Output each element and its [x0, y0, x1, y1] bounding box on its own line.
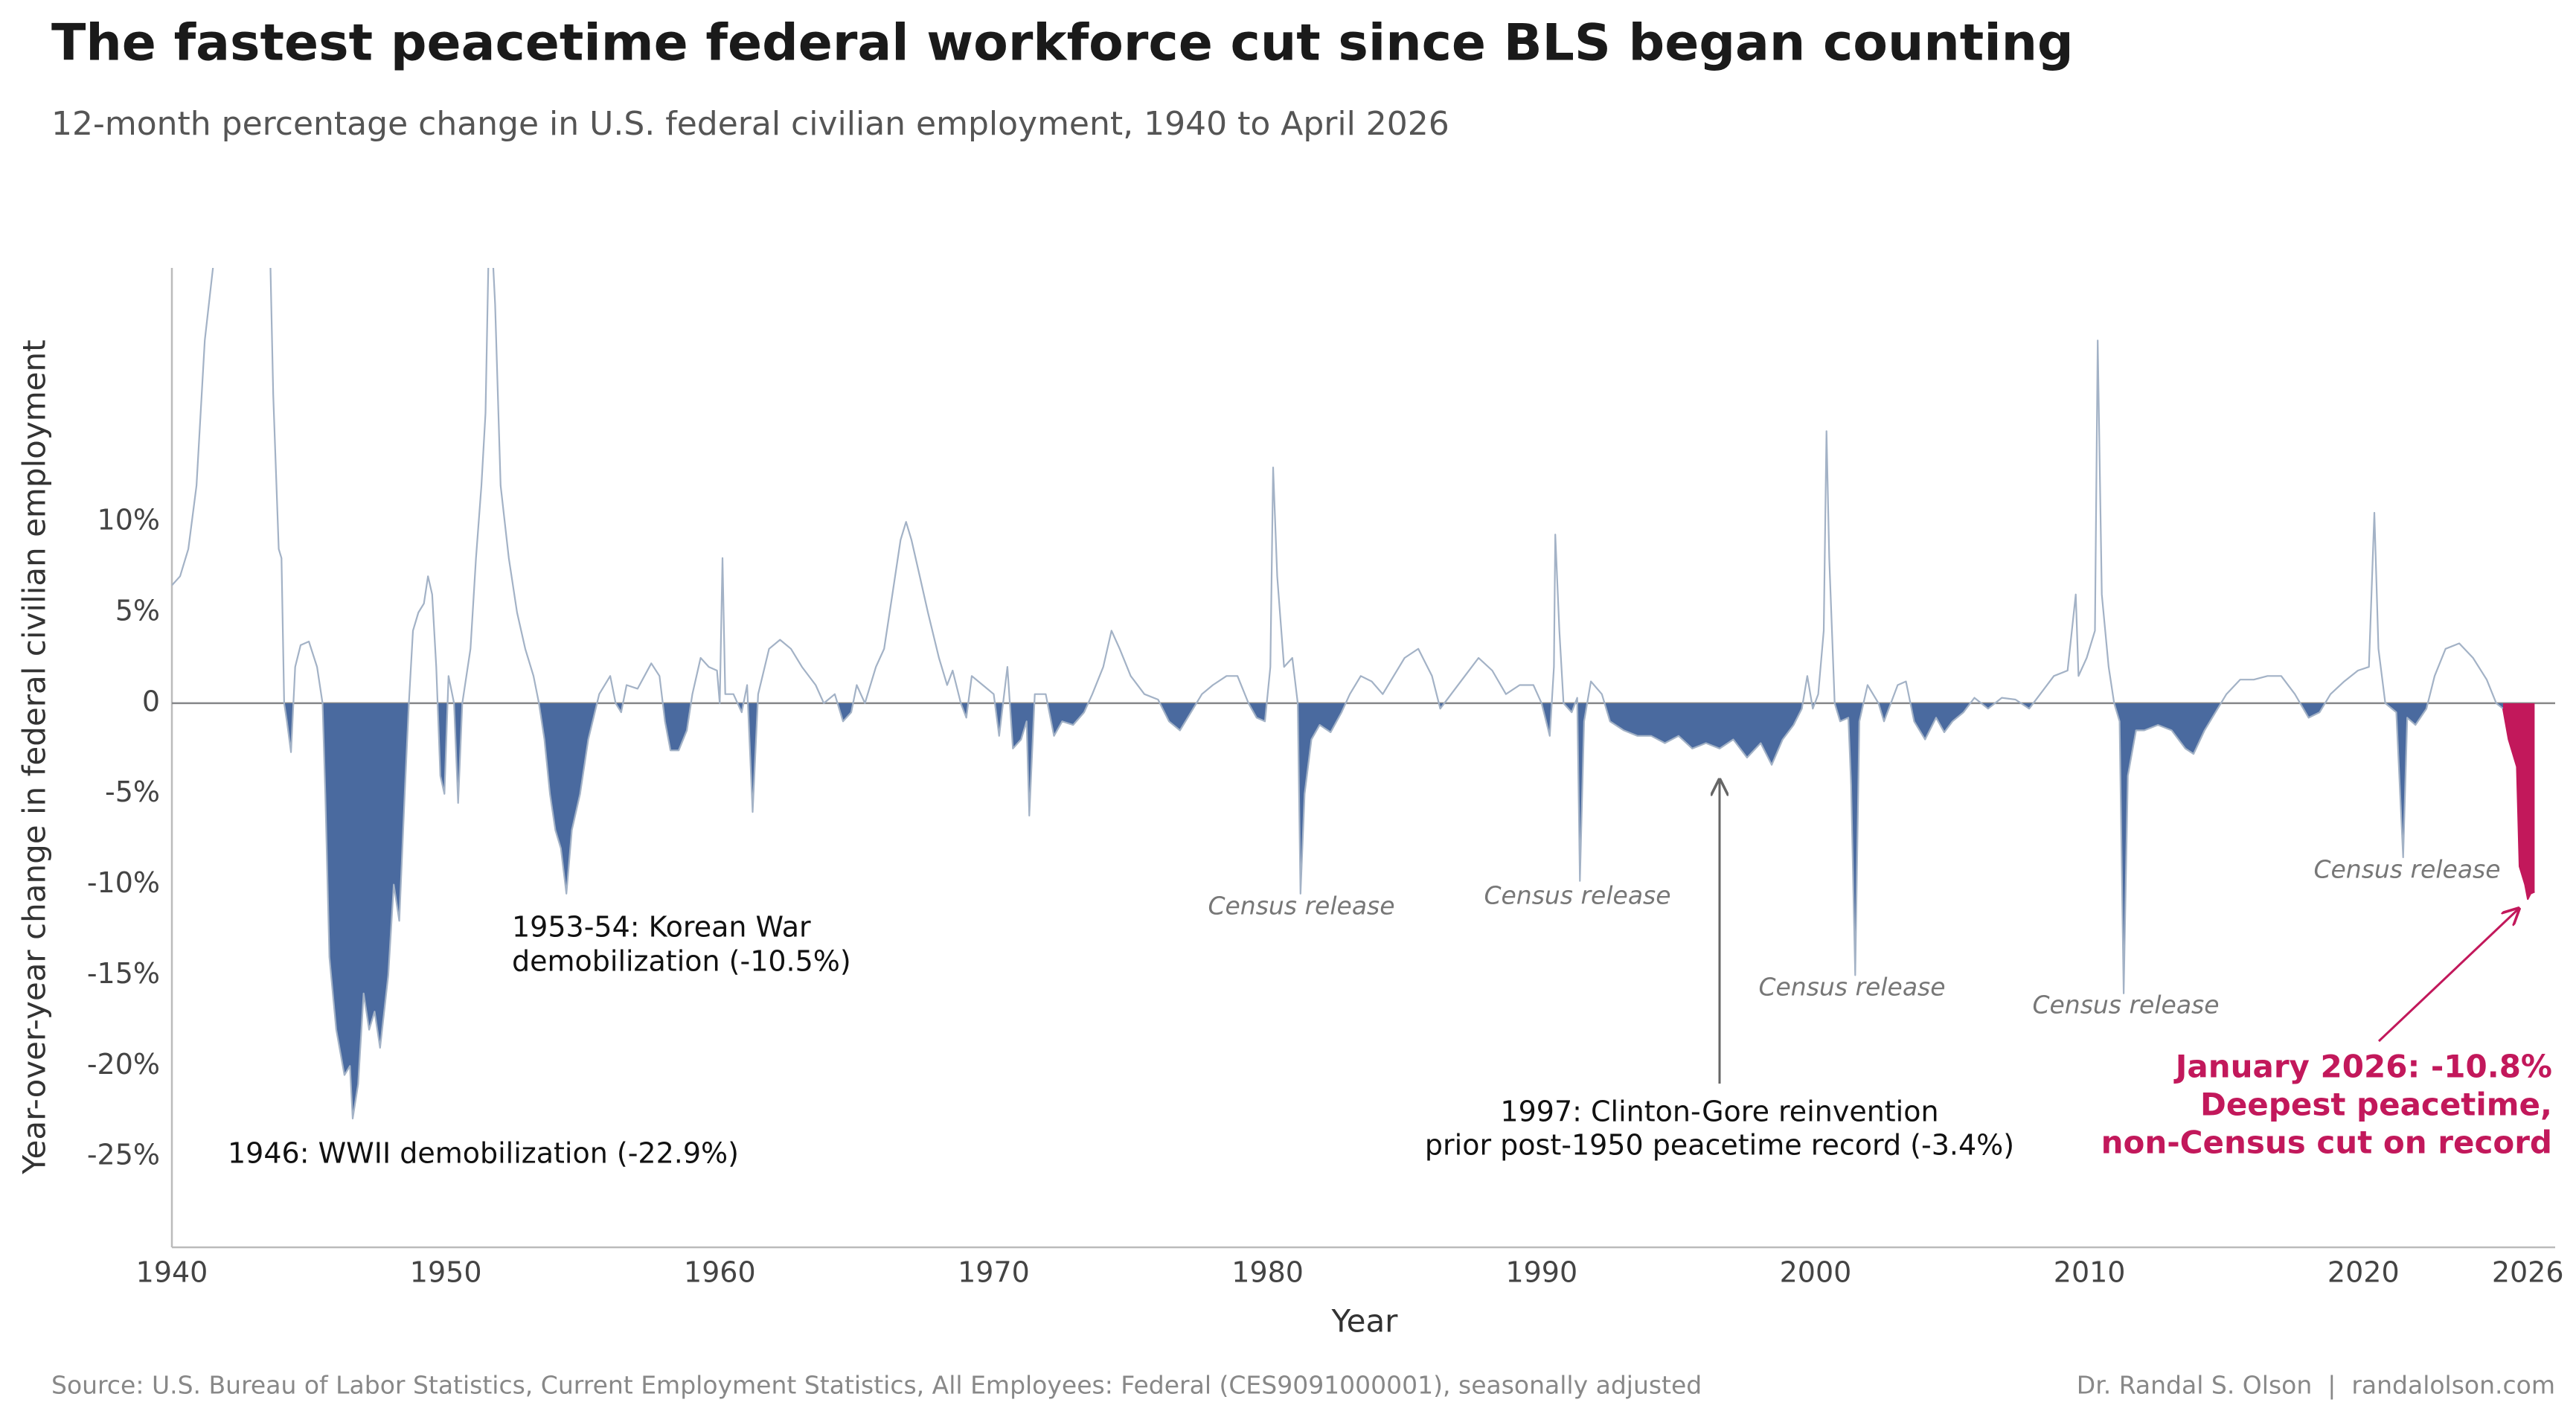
plot-area: -25% -20% -15% -10% -5% 0 5% 10% 1940 1950 1960 197…	[87, 268, 2564, 1289]
x-tick-label: 1960	[684, 1256, 756, 1289]
census-label: Census release	[2032, 991, 2219, 1020]
annotation: 1946: WWII demobilization (-22.9%)	[228, 1137, 739, 1170]
negative-area	[172, 703, 2503, 1119]
x-tick-label: 1950	[410, 1256, 482, 1289]
annotations: 1946: WWII demobilization (-22.9%) 1953-…	[228, 780, 2552, 1170]
chart-title: The fastest peacetime federal workforce …	[51, 14, 2074, 73]
record-annotation: non-Census cut on record	[2101, 1125, 2552, 1161]
series-line	[2502, 708, 2535, 901]
y-tick-label: -10%	[87, 866, 160, 899]
record-annotation: Deepest peacetime,	[2200, 1087, 2552, 1123]
x-tick-label: 1970	[958, 1256, 1030, 1289]
x-tick-label: 1940	[136, 1256, 208, 1289]
annotation-arrow	[2377, 909, 2519, 1043]
chart-subtitle: 12-month percentage change in U.S. feder…	[51, 105, 1449, 143]
annotation: 1997: Clinton-Gore reinvention	[1500, 1095, 1938, 1128]
x-axis-label: Year	[1331, 1303, 1399, 1340]
credit: Dr. Randal S. Olson | randalolson.com	[2077, 1371, 2555, 1400]
x-tick-label: 2026	[2492, 1256, 2564, 1289]
y-tick-label: 5%	[115, 595, 160, 627]
census-label: Census release	[1758, 973, 1945, 1002]
x-tick-label: 2020	[2327, 1256, 2400, 1289]
y-tick-label: -20%	[87, 1048, 160, 1081]
y-tick-label: 10%	[97, 504, 160, 537]
negative-area	[2503, 703, 2535, 900]
source-note: Source: U.S. Bureau of Labor Statistics,…	[51, 1371, 1702, 1400]
annotation: 1953-54: Korean War	[512, 911, 811, 944]
x-tick-label: 2000	[1780, 1256, 1852, 1289]
x-tick-label: 1990	[1505, 1256, 1577, 1289]
annotation: demobilization (-10.5%)	[512, 945, 851, 978]
x-tick-label: 2010	[2054, 1256, 2126, 1289]
series-line	[172, 268, 2504, 1120]
y-axis-label: Year-over-year change in federal civilia…	[16, 339, 53, 1174]
record-annotation: January 2026: -10.8%	[2173, 1049, 2552, 1085]
y-tick-label: -25%	[87, 1139, 160, 1171]
census-label: Census release	[1208, 892, 1394, 921]
annotation: prior post-1950 peacetime record (-3.4%)	[1425, 1129, 2014, 1162]
census-label: Census release	[1484, 881, 1670, 910]
y-tick-label: -15%	[87, 957, 160, 990]
x-tick-label: 1980	[1231, 1256, 1304, 1289]
y-tick-label: 0	[142, 685, 160, 717]
y-tick-label: -5%	[105, 775, 160, 808]
census-label: Census release	[2313, 855, 2500, 884]
